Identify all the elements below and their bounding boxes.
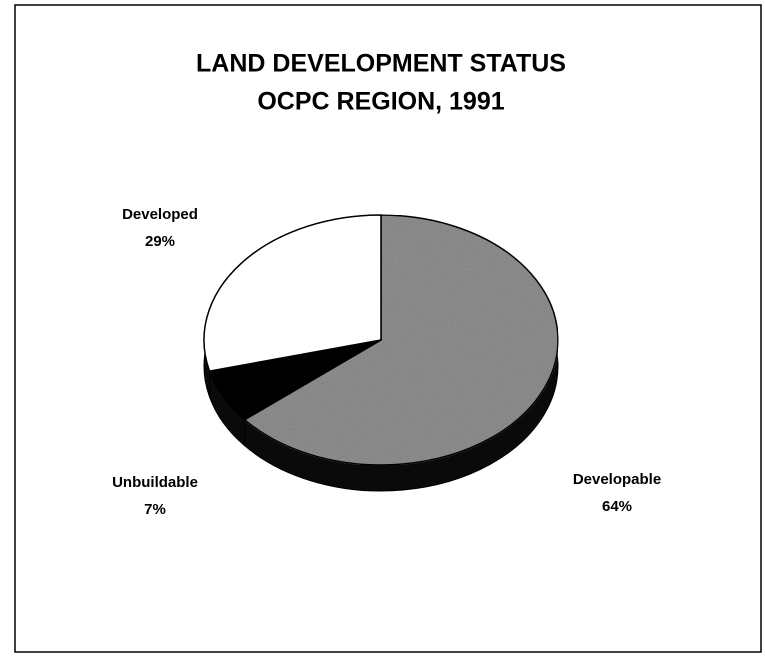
slice-value-label: 29% [145, 233, 175, 250]
slice-label: Developable [573, 471, 661, 488]
slice [203, 214, 382, 372]
slice-value-label: 64% [602, 498, 632, 515]
slice-label: Developed [122, 206, 198, 223]
frame [14, 4, 762, 653]
chart-title: LAND DEVELOPMENT STATUS [196, 50, 566, 78]
slice [243, 214, 559, 466]
chart-title: OCPC REGION, 1991 [257, 88, 504, 116]
slice-value-label: 7% [144, 501, 166, 518]
slice-label: Unbuildable [112, 474, 198, 491]
